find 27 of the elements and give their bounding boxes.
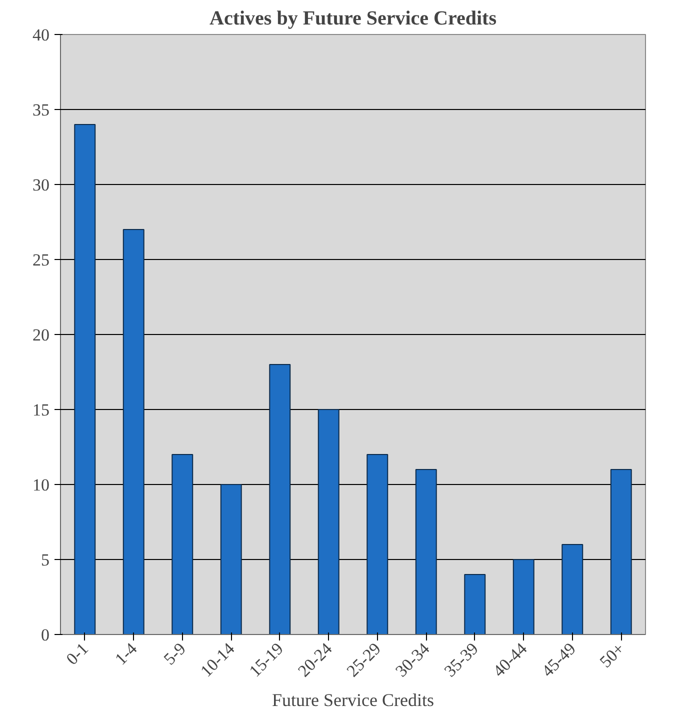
x-tick-label: 1-4 — [111, 638, 142, 669]
y-tick-label: 30 — [32, 176, 50, 194]
y-tick-label: 20 — [32, 326, 50, 344]
bar — [366, 454, 388, 634]
y-tick-label: 40 — [32, 26, 50, 44]
x-tick-label: 50+ — [596, 639, 628, 672]
bar — [172, 454, 194, 634]
bar — [415, 469, 437, 634]
y-tick-label: 15 — [32, 400, 50, 420]
chart-title: Actives by Future Service Credits — [210, 8, 497, 30]
bar — [610, 469, 632, 634]
x-tick-label: 0-1 — [62, 639, 92, 669]
x-axis-title: Future Service Credits — [272, 690, 434, 710]
bar — [220, 484, 242, 634]
bar — [562, 544, 584, 634]
x-tick-label: 5-9 — [160, 639, 190, 669]
y-tick-label: 35 — [32, 100, 50, 120]
bar — [122, 229, 144, 634]
bar — [74, 124, 96, 634]
bar — [269, 364, 291, 634]
y-tick-label: 5 — [41, 550, 50, 570]
bar — [464, 574, 486, 634]
bar — [512, 559, 534, 634]
y-tick-label: 0 — [41, 626, 50, 644]
y-tick-label: 10 — [32, 476, 50, 494]
y-tick-label: 25 — [32, 250, 50, 270]
bar — [318, 409, 340, 634]
